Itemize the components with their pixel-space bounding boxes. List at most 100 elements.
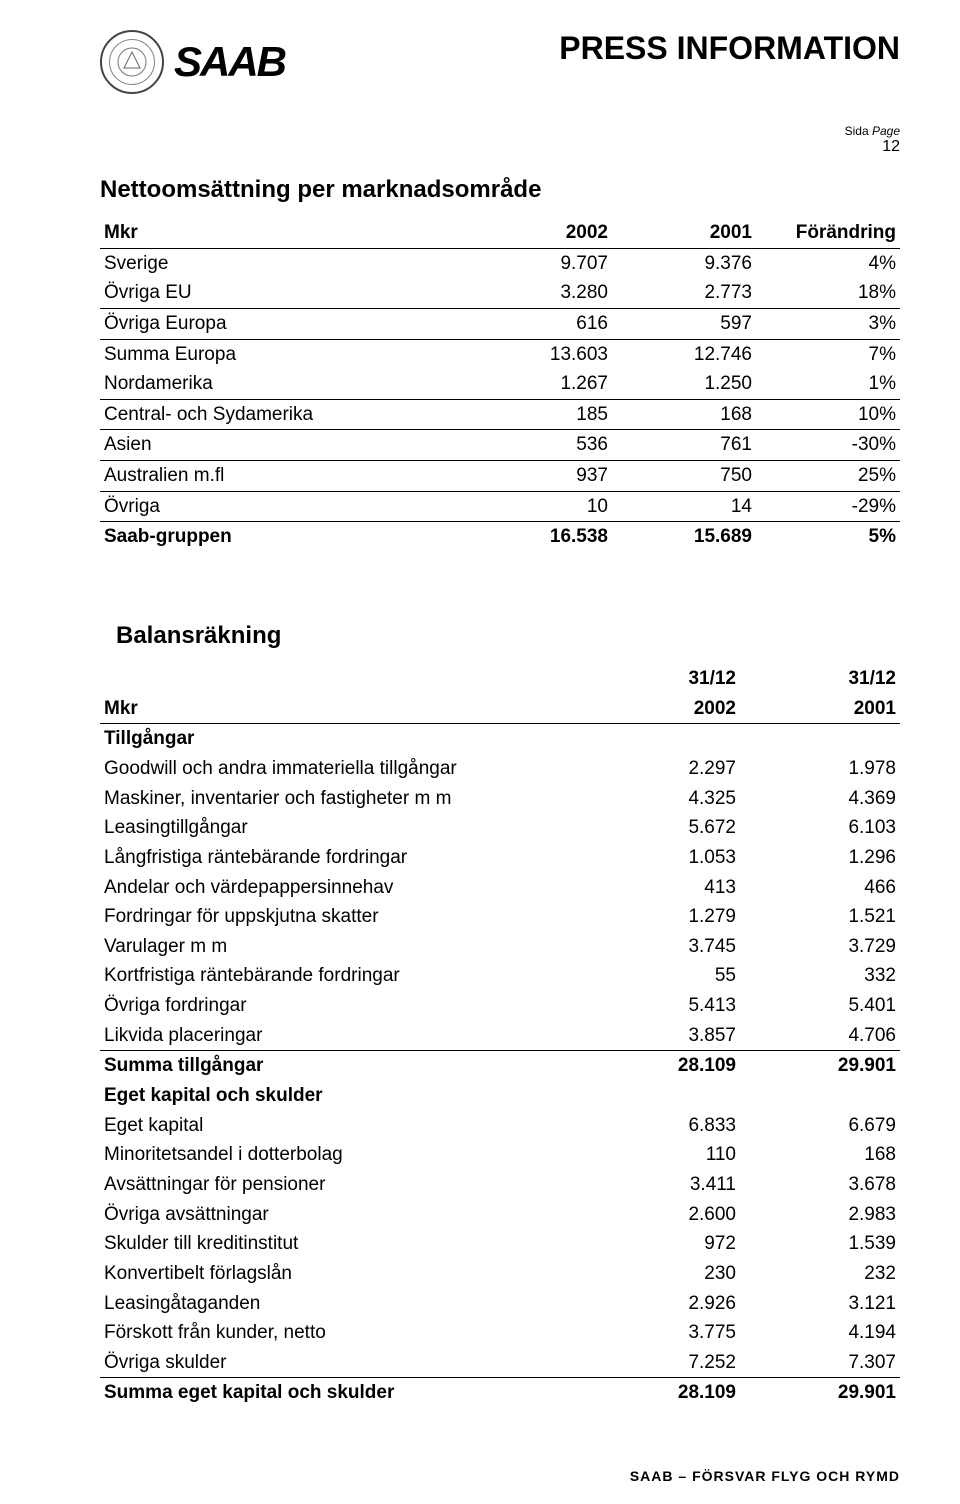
cell-c3: 4% — [756, 248, 900, 278]
page-label-en: Page — [872, 124, 900, 138]
table-row: Varulager m m3.7453.729 — [100, 932, 900, 962]
hdr-c1a: 31/12 — [580, 664, 740, 694]
table-row: Andelar och värdepappersinnehav413466 — [100, 873, 900, 903]
cell-label: Fordringar för uppskjutna skatter — [100, 902, 580, 932]
cell-label: Asien — [100, 430, 468, 461]
cell-label: Summa Europa — [100, 339, 468, 369]
cell-label: Nordamerika — [100, 369, 468, 399]
cell-c1: 3.280 — [468, 278, 612, 308]
cell-c2: 332 — [740, 961, 900, 991]
cell-c2: 12.746 — [612, 339, 756, 369]
brand-text: SAAB — [174, 41, 285, 83]
table-row: Australien m.fl93775025% — [100, 461, 900, 492]
table2-header-bottom: Mkr 2002 2001 — [100, 694, 900, 724]
cell-c3: 3% — [756, 308, 900, 339]
table-row: Fordringar för uppskjutna skatter1.2791.… — [100, 902, 900, 932]
cell-c2: 597 — [612, 308, 756, 339]
table-nettoomsattning: Mkr 2002 2001 Förändring Sverige9.7079.3… — [100, 218, 900, 552]
cell-c1: 3.775 — [580, 1318, 740, 1348]
cell-c2: 2.983 — [740, 1200, 900, 1230]
table-row: Övriga avsättningar2.6002.983 — [100, 1200, 900, 1230]
page: SAAB PRESS INFORMATION Sida Page 12 Nett… — [0, 0, 960, 1504]
cell-c1: 536 — [468, 430, 612, 461]
cell-c2: 9.376 — [612, 248, 756, 278]
total2-c1: 28.109 — [580, 1378, 740, 1408]
footer-text: SAAB – FÖRSVAR FLYG OCH RYMD — [100, 1468, 900, 1484]
cell-label: Långfristiga räntebärande fordringar — [100, 843, 580, 873]
total2-c2: 29.901 — [740, 1378, 900, 1408]
cell-label: Förskott från kunder, netto — [100, 1318, 580, 1348]
total1-label: Summa tillgångar — [100, 1051, 580, 1081]
cell-label: Leasingtillgångar — [100, 813, 580, 843]
cell-label: Goodwill och andra immateriella tillgång… — [100, 754, 580, 784]
cell-c2: 3.729 — [740, 932, 900, 962]
cell-c1: 972 — [580, 1229, 740, 1259]
table-row: Övriga1014-29% — [100, 491, 900, 522]
cell-c1: 230 — [580, 1259, 740, 1289]
table2-title: Balansräkning — [116, 622, 900, 650]
cell-c2: 7.307 — [740, 1348, 900, 1378]
cell-c1: 3.857 — [580, 1021, 740, 1051]
table-row: Leasingtillgångar5.6726.103 — [100, 813, 900, 843]
cell-label: Andelar och värdepappersinnehav — [100, 873, 580, 903]
cell-c1: 4.325 — [580, 784, 740, 814]
cell-label: Australien m.fl — [100, 461, 468, 492]
table-row: Övriga Europa6165973% — [100, 308, 900, 339]
cell-label: Likvida placeringar — [100, 1021, 580, 1051]
table1-header-row: Mkr 2002 2001 Förändring — [100, 218, 900, 248]
table-row: Summa Europa13.60312.7467% — [100, 339, 900, 369]
cell-c1: 55 — [580, 961, 740, 991]
table1-title: Nettoomsättning per marknadsområde — [100, 176, 900, 204]
cell-c1: 1.279 — [580, 902, 740, 932]
cell-c2: 1.296 — [740, 843, 900, 873]
header: SAAB PRESS INFORMATION — [100, 30, 900, 94]
col-change: Förändring — [756, 218, 900, 248]
cell-label: Varulager m m — [100, 932, 580, 962]
cell-c2: 1.521 — [740, 902, 900, 932]
section2-label: Eget kapital och skulder — [100, 1081, 900, 1111]
cell-c2: 168 — [612, 399, 756, 430]
cell-c2: 4.369 — [740, 784, 900, 814]
cell-c3: -29% — [756, 491, 900, 522]
logo-block: SAAB — [100, 30, 285, 94]
cell-c1: 6.833 — [580, 1111, 740, 1141]
cell-c1: 413 — [580, 873, 740, 903]
cell-c1: 2.600 — [580, 1200, 740, 1230]
press-title: PRESS INFORMATION — [559, 30, 900, 67]
total1-c1: 28.109 — [580, 1051, 740, 1081]
cell-c2: 6.103 — [740, 813, 900, 843]
cell-c1: 7.252 — [580, 1348, 740, 1378]
table-row: Övriga EU3.2802.77318% — [100, 278, 900, 308]
cell-c3: -30% — [756, 430, 900, 461]
cell-label: Maskiner, inventarier och fastigheter m … — [100, 784, 580, 814]
table2-header-top: 31/12 31/12 — [100, 664, 900, 694]
page-number: 12 — [882, 138, 900, 155]
cell-c2: 750 — [612, 461, 756, 492]
hdr-c2a: 31/12 — [740, 664, 900, 694]
cell-label: Övriga Europa — [100, 308, 468, 339]
cell-c2: 761 — [612, 430, 756, 461]
hdr-mkr: Mkr — [100, 694, 580, 724]
cell-c1: 5.672 — [580, 813, 740, 843]
cell-label: Övriga — [100, 491, 468, 522]
cell-c2: 4.194 — [740, 1318, 900, 1348]
table-row: Kortfristiga räntebärande fordringar5533… — [100, 961, 900, 991]
cell-label: Minoritetsandel i dotterbolag — [100, 1140, 580, 1170]
table-row: Maskiner, inventarier och fastigheter m … — [100, 784, 900, 814]
table-row: Förskott från kunder, netto3.7754.194 — [100, 1318, 900, 1348]
cell-c1: 9.707 — [468, 248, 612, 278]
cell-label: Övriga avsättningar — [100, 1200, 580, 1230]
cell-label: Kortfristiga räntebärande fordringar — [100, 961, 580, 991]
cell-c2: 1.978 — [740, 754, 900, 784]
cell-c2: 4.706 — [740, 1021, 900, 1051]
cell-c3: 25% — [756, 461, 900, 492]
page-label: Sida — [845, 124, 869, 138]
cell-c3: 7% — [756, 339, 900, 369]
cell-c2: 168 — [740, 1140, 900, 1170]
total1-c2: 29.901 — [740, 1051, 900, 1081]
cell-label: Eget kapital — [100, 1111, 580, 1141]
table-row: Asien536761-30% — [100, 430, 900, 461]
cell-c2: 232 — [740, 1259, 900, 1289]
col-2001: 2001 — [612, 218, 756, 248]
cell-c2: 14 — [612, 491, 756, 522]
